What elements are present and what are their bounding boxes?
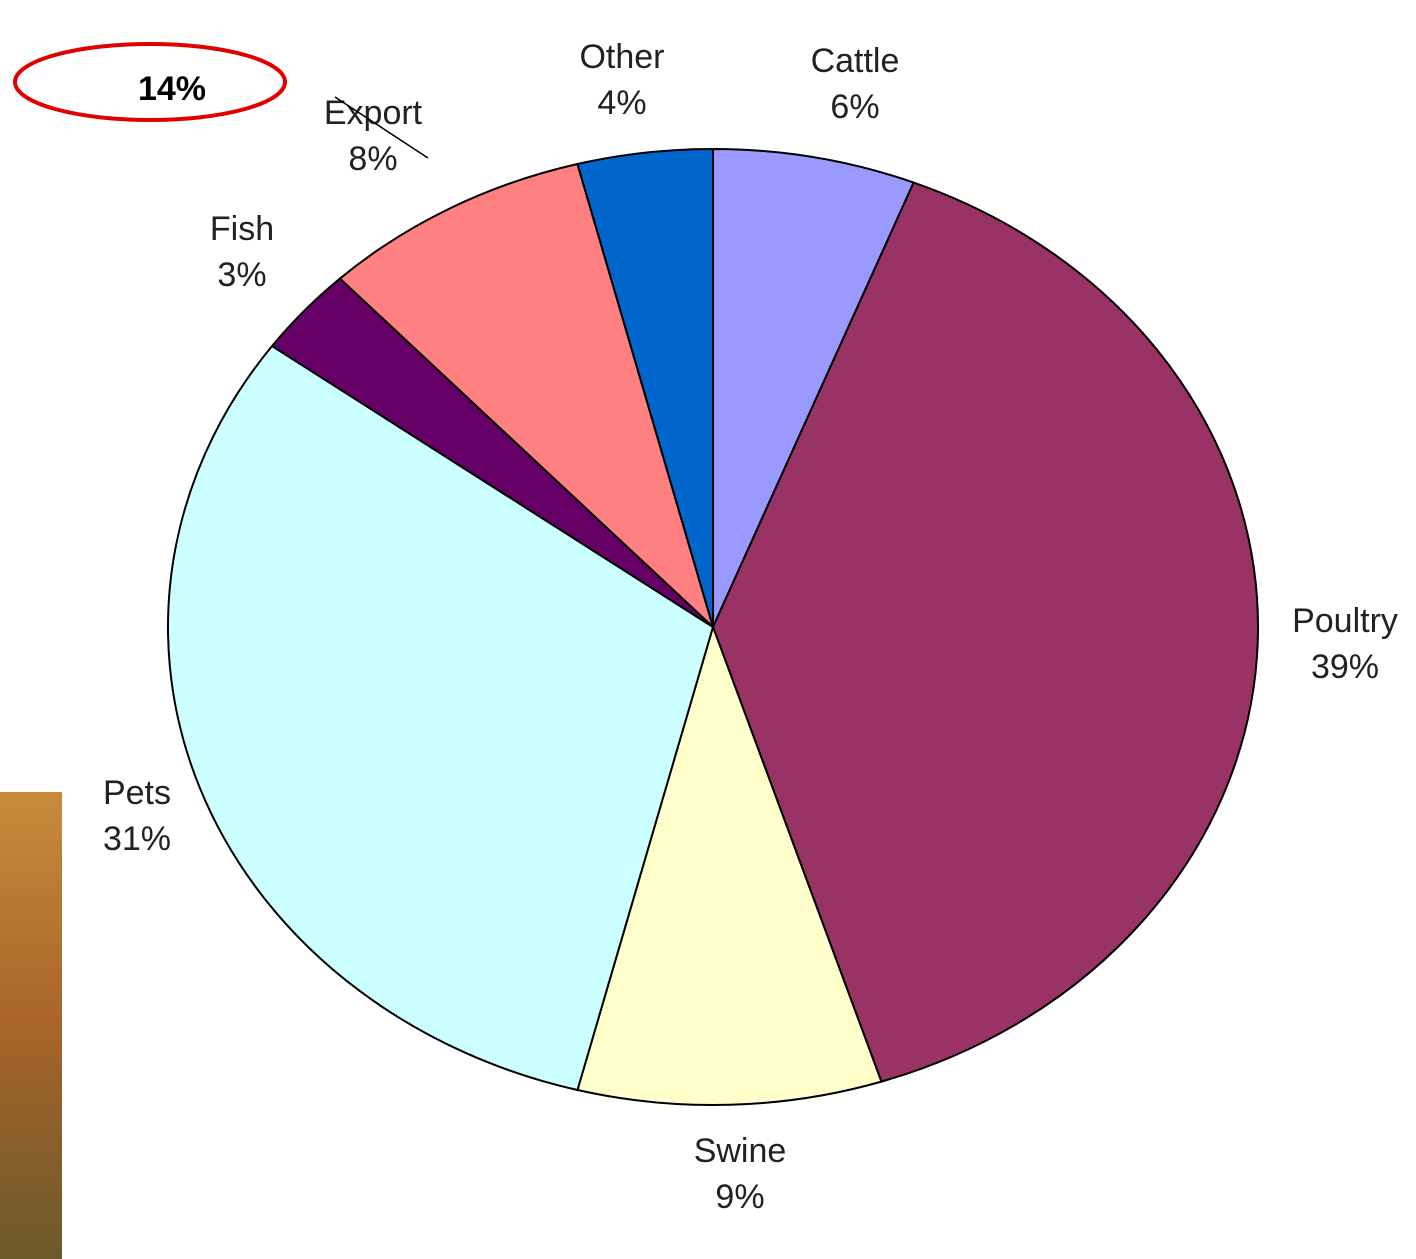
pie-slice (712, 147, 915, 628)
pie (167, 147, 1259, 1106)
slice-name: Swine (694, 1132, 787, 1170)
slice-name: Pets (103, 774, 171, 812)
pie-slice (338, 162, 715, 631)
pie-slice (167, 344, 715, 1092)
slice-name: Poultry (1292, 602, 1398, 640)
pie-slice (576, 623, 883, 1106)
slice-name: Other (579, 38, 664, 76)
slice-value-label: 4% (597, 84, 646, 122)
annotation: 14% (138, 70, 206, 108)
slice-value-label: 6% (830, 88, 879, 126)
photo (0, 792, 62, 1259)
annotation-circle (13, 42, 287, 122)
pie-slice (576, 147, 714, 628)
slice-value-label: 3% (217, 256, 266, 294)
slice-name: Cattle (811, 42, 900, 80)
slice-value-label: 8% (348, 140, 397, 178)
slice-value-label: 31% (103, 820, 171, 858)
slice-name: Fish (210, 210, 274, 248)
slice-value-label: 39% (1311, 648, 1379, 686)
pie-slice (711, 181, 1259, 1083)
slice-value-label: 9% (715, 1178, 764, 1216)
strike-line (334, 96, 429, 159)
